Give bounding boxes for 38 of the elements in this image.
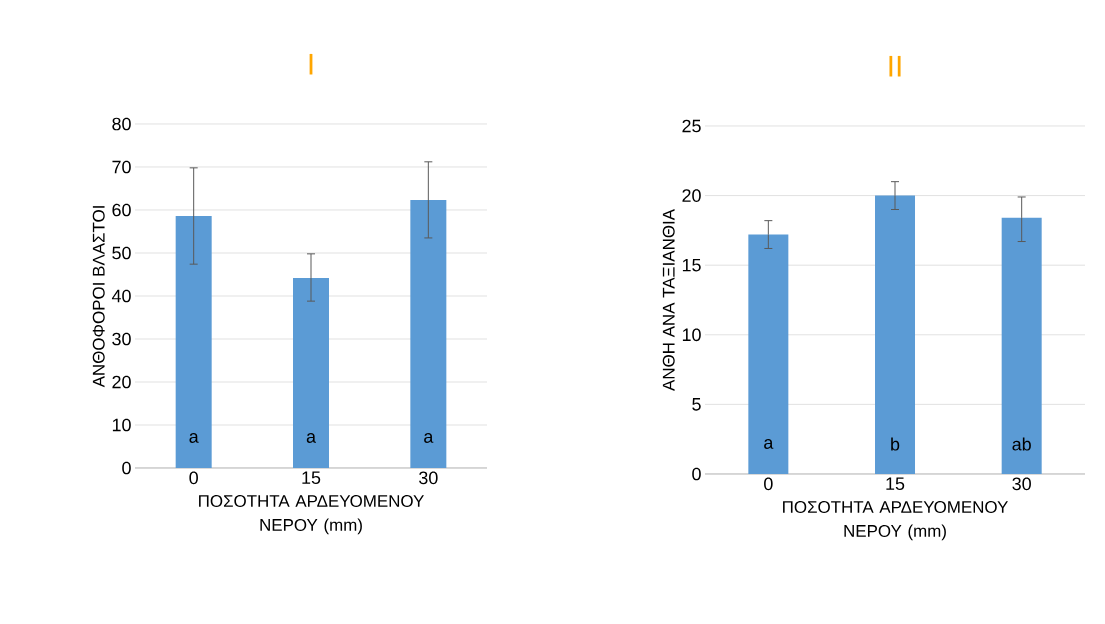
chart-title: II <box>889 55 901 77</box>
bar <box>175 216 212 468</box>
annotation: ab <box>1012 437 1031 451</box>
y-tick-label: 20 <box>112 375 131 389</box>
bar <box>293 277 330 468</box>
bar <box>410 200 447 468</box>
y-tick-label: 50 <box>112 246 131 260</box>
y-tick-label: 5 <box>692 398 701 411</box>
x-tick-label: 30 <box>419 471 438 485</box>
bar <box>748 234 789 474</box>
y-tick-label: 30 <box>112 332 131 346</box>
annotation: a <box>306 433 316 443</box>
x-axis-title: ΠΟΣΟΤΗΤΑ ΑΡΔΕΥΟΜΕΝΟΥ ΝΕΡΟΥ (mm) <box>783 501 1008 541</box>
y-tick-label: 0 <box>122 461 131 475</box>
y-tick-label: 15 <box>682 258 701 272</box>
y-tick-label: 80 <box>112 117 131 131</box>
y-tick-label: 10 <box>112 418 131 432</box>
y-tick-label: 10 <box>682 328 701 342</box>
annotation: a <box>189 433 199 443</box>
y-tick-label: 20 <box>682 189 701 202</box>
annotation: a <box>764 439 774 449</box>
x-tick-label: 15 <box>886 477 905 491</box>
bar <box>875 195 916 474</box>
bar <box>1001 217 1042 474</box>
x-tick-label: 15 <box>302 471 321 485</box>
y-tick-label: 40 <box>111 289 131 303</box>
x-tick-label: 30 <box>1012 477 1031 491</box>
x-tick-label: 0 <box>764 477 773 491</box>
x-tick-label: 0 <box>189 471 198 485</box>
annotation: a <box>424 433 434 443</box>
chart-title: I <box>309 53 313 75</box>
y-axis-title: ΑΝΘΟΦΟΡΟΙ ΒΛΑΣΤΟΙ <box>92 206 105 388</box>
x-axis-title: ΠΟΣΟΤΗΤΑ ΑΡΔΕΥΟΜΕΝΟΥ ΝΕΡΟΥ (mm) <box>199 495 424 535</box>
y-tick-label: 25 <box>682 119 701 133</box>
y-tick-label: 60 <box>112 203 131 217</box>
y-axis-title: ΑΝΘΗ ΑΝΑ ΤΑΞΙΑΝΘΙΑ <box>662 209 675 391</box>
annotation: b <box>891 437 900 451</box>
y-tick-label: 70 <box>112 160 131 174</box>
